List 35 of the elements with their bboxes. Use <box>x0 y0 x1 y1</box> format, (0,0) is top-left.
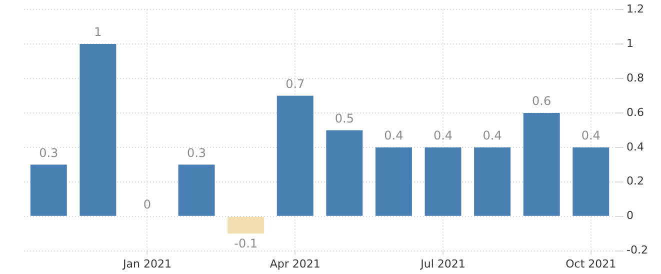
data-label: 0.6 <box>532 94 552 108</box>
y-tick-label: 0.8 <box>626 71 644 84</box>
data-label: 0.4 <box>581 128 600 143</box>
data-label: 0 <box>143 197 152 212</box>
y-tick-label: 0.4 <box>626 140 644 154</box>
x-tick-label: Oct 2021 <box>566 257 616 270</box>
data-label: 0.5 <box>334 111 354 126</box>
data-label: 0.4 <box>433 128 453 143</box>
x-tick-label: Jul 2021 <box>420 257 466 270</box>
bar <box>523 112 560 216</box>
data-label: 0.3 <box>39 146 58 160</box>
bar <box>178 164 215 216</box>
y-tick-label: 0 <box>626 209 634 222</box>
data-label: -0.1 <box>234 236 258 251</box>
data-label: 0.4 <box>482 128 502 143</box>
x-tick-label: Apr 2021 <box>270 257 320 270</box>
bar <box>375 147 412 216</box>
y-tick-label: 0.6 <box>626 106 644 119</box>
x-tick-label: Jan 2021 <box>122 257 172 270</box>
bar <box>326 130 363 216</box>
bar <box>80 44 116 216</box>
y-tick-label: 1 <box>626 36 634 50</box>
data-label: 0.7 <box>286 76 305 91</box>
data-label: 1 <box>94 25 102 40</box>
y-tick-label: 0.2 <box>626 174 644 188</box>
y-tick-label: -0.2 <box>626 244 648 257</box>
bar <box>424 147 462 216</box>
bar <box>276 96 314 216</box>
bar <box>30 164 67 216</box>
bar <box>228 216 264 234</box>
y-tick-label: 1.2 <box>626 2 644 16</box>
data-label: 0.4 <box>384 128 404 143</box>
bar <box>474 147 511 216</box>
data-label: 0.3 <box>186 146 206 160</box>
bar <box>572 147 610 216</box>
